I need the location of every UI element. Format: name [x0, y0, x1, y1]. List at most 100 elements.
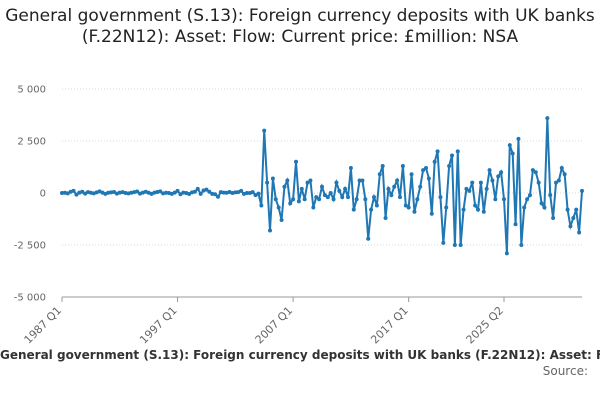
data-point[interactable] — [406, 205, 411, 210]
data-point[interactable] — [502, 197, 506, 202]
data-point[interactable] — [507, 143, 512, 148]
data-point[interactable] — [429, 211, 434, 216]
data-point[interactable] — [311, 205, 316, 210]
data-point[interactable] — [369, 207, 374, 212]
data-point[interactable] — [112, 189, 116, 194]
data-point[interactable] — [533, 170, 538, 175]
data-point[interactable] — [233, 190, 238, 195]
data-point[interactable] — [265, 180, 270, 185]
data-point[interactable] — [250, 190, 255, 195]
data-point[interactable] — [499, 170, 504, 175]
data-point[interactable] — [418, 184, 423, 189]
data-point[interactable] — [467, 188, 472, 193]
data-point[interactable] — [325, 195, 330, 200]
data-point[interactable] — [270, 176, 275, 181]
data-point[interactable] — [481, 209, 486, 214]
data-point[interactable] — [178, 192, 183, 197]
data-point[interactable] — [221, 190, 226, 195]
data-point[interactable] — [412, 209, 417, 214]
data-point[interactable] — [348, 166, 353, 171]
data-point[interactable] — [317, 197, 322, 202]
data-point[interactable] — [314, 195, 319, 200]
data-point[interactable] — [513, 222, 518, 227]
data-point[interactable] — [256, 191, 261, 196]
data-point[interactable] — [195, 186, 200, 191]
data-point[interactable] — [530, 168, 535, 173]
data-point[interactable] — [542, 205, 547, 210]
data-point[interactable] — [470, 180, 475, 185]
data-point[interactable] — [192, 189, 197, 194]
data-point[interactable] — [421, 168, 426, 173]
data-point[interactable] — [452, 243, 457, 247]
data-point[interactable] — [525, 197, 530, 202]
data-point[interactable] — [204, 187, 209, 192]
data-point[interactable] — [273, 197, 278, 202]
data-point[interactable] — [438, 195, 443, 200]
data-point[interactable] — [580, 188, 584, 193]
data-point[interactable] — [415, 197, 420, 202]
data-point[interactable] — [435, 149, 440, 154]
data-point[interactable] — [476, 207, 480, 212]
data-point[interactable] — [288, 201, 293, 206]
data-point[interactable] — [389, 193, 394, 198]
data-point[interactable] — [432, 159, 437, 164]
data-point[interactable] — [268, 228, 272, 233]
data-point[interactable] — [198, 191, 203, 196]
data-point[interactable] — [207, 189, 212, 194]
legend[interactable]: General government (S.13): Foreign curre… — [0, 348, 600, 362]
data-point[interactable] — [187, 192, 192, 197]
data-point[interactable] — [276, 205, 281, 210]
data-point[interactable] — [262, 128, 267, 133]
data-point[interactable] — [158, 189, 163, 194]
data-point[interactable] — [409, 172, 414, 177]
data-point[interactable] — [528, 193, 532, 198]
data-point[interactable] — [383, 215, 388, 220]
data-point[interactable] — [426, 176, 431, 181]
data-point[interactable] — [455, 149, 460, 154]
data-point[interactable] — [164, 190, 168, 195]
data-point[interactable] — [351, 207, 356, 212]
data-point[interactable] — [424, 166, 428, 171]
data-point[interactable] — [305, 180, 310, 185]
data-point[interactable] — [447, 163, 452, 168]
data-point[interactable] — [395, 178, 400, 183]
data-point[interactable] — [279, 218, 284, 223]
data-point[interactable] — [357, 178, 362, 183]
data-point[interactable] — [565, 207, 570, 212]
data-point[interactable] — [374, 203, 379, 208]
data-point[interactable] — [74, 192, 79, 197]
data-point[interactable] — [239, 188, 244, 193]
data-point[interactable] — [444, 205, 449, 210]
data-point[interactable] — [487, 168, 492, 173]
data-point[interactable] — [172, 190, 177, 195]
data-point[interactable] — [372, 195, 376, 200]
data-point[interactable] — [71, 188, 76, 193]
data-point[interactable] — [464, 186, 469, 191]
data-point[interactable] — [299, 186, 304, 191]
data-point[interactable] — [516, 136, 521, 141]
data-point[interactable] — [554, 180, 558, 185]
data-point[interactable] — [366, 236, 371, 241]
data-point[interactable] — [536, 180, 541, 185]
data-point[interactable] — [571, 215, 576, 220]
data-point[interactable] — [377, 172, 382, 177]
data-point[interactable] — [478, 180, 483, 185]
data-point[interactable] — [334, 180, 339, 185]
data-point[interactable] — [392, 184, 397, 189]
data-point[interactable] — [320, 184, 324, 189]
data-point[interactable] — [403, 203, 408, 208]
data-point[interactable] — [559, 166, 564, 171]
data-point[interactable] — [577, 230, 582, 235]
data-point[interactable] — [556, 178, 561, 183]
data-point[interactable] — [175, 188, 180, 193]
data-point[interactable] — [282, 184, 287, 189]
data-point[interactable] — [380, 163, 385, 168]
data-point[interactable] — [259, 203, 264, 208]
data-point[interactable] — [461, 207, 466, 212]
data-point[interactable] — [216, 194, 220, 199]
data-point[interactable] — [510, 151, 515, 156]
data-point[interactable] — [490, 178, 495, 183]
data-point[interactable] — [322, 193, 327, 198]
data-point[interactable] — [504, 251, 509, 256]
data-point[interactable] — [568, 224, 573, 229]
